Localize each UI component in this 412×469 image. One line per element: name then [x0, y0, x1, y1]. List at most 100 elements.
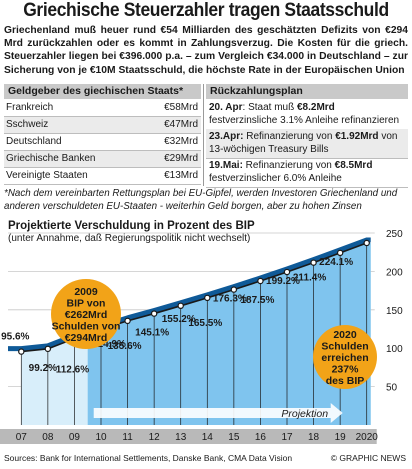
creditor-amount: €29Mrd	[164, 153, 198, 164]
x-tick-label: 2020	[356, 432, 379, 443]
x-tick-label: 19	[335, 432, 347, 443]
y-tick-label: 100	[386, 344, 403, 355]
credit-text: © GRAPHIC NEWS	[330, 453, 406, 463]
band-line	[8, 237, 371, 352]
repayment-amount: €8.5Mrd	[334, 160, 373, 171]
repayment-row: 19.Mai: Refinanzierung von €8.5Mrd festv…	[206, 158, 408, 188]
projection-fill	[87, 242, 371, 425]
creditor-name: Sschweiz	[6, 119, 49, 130]
data-label: 135.6%	[108, 341, 142, 352]
x-tick-label: 10	[95, 432, 107, 443]
repayment-row: 23.Apr: Refinanzierung von €1.92Mrd von …	[206, 129, 408, 159]
repayment-text1: Refinanzierung von	[243, 131, 336, 142]
data-point	[230, 286, 238, 293]
creditor-name: Deutschland	[6, 136, 62, 147]
data-point	[18, 348, 25, 355]
y-tick-label: 50	[386, 383, 398, 394]
data-label: 187.5%	[240, 295, 274, 306]
debt-chart: 50 100 150 200 250 95.6% 99.2%112.6% 124.9%135.…	[0, 229, 403, 444]
callout-2009-line: €262Mrd	[65, 309, 108, 321]
repayment-text2: festverzinsliche 3.1% Anleihe refinanzie…	[209, 114, 400, 126]
data-point	[150, 310, 158, 317]
callout-2020-line: des BIP	[326, 375, 365, 387]
source-text: Sources: Bank for International Settleme…	[4, 453, 293, 463]
creditor-amount: €58Mrd	[164, 102, 198, 113]
data-label: 124.9%	[92, 339, 126, 350]
y-tick-label: 200	[386, 267, 403, 278]
projection-arrow	[93, 403, 343, 423]
y-tick-label: 150	[386, 306, 403, 317]
creditor-name: Frankreich	[6, 102, 54, 113]
callout-2009-circle	[51, 279, 121, 349]
x-tick-label: 13	[175, 432, 187, 443]
repayment-date: 20. Apr	[209, 102, 243, 113]
x-tick-label: 18	[308, 432, 320, 443]
data-point	[310, 259, 317, 266]
data-label: 176.3%	[213, 294, 247, 305]
y-tick-label: 250	[386, 229, 403, 240]
page-title: Griechische Steuerzahler tragen Staatssc…	[23, 0, 389, 21]
creditor-amount: €32Mrd	[164, 136, 198, 147]
data-label: 165.5%	[188, 318, 222, 329]
x-tick-label: 09	[69, 432, 81, 443]
repayment-amount: €8.2Mrd	[297, 102, 335, 113]
data-label: 224.1%	[319, 257, 353, 268]
data-label: 199.2%	[266, 276, 300, 287]
callout-2009-line: €294Mrd	[65, 332, 108, 344]
repayment-row: 20. Apr: Staat muß €8.2Mrd festverzinsli…	[206, 100, 408, 130]
x-axis-band	[0, 429, 377, 444]
repayment-text2: von 13-wöchigen Treasury Bills	[209, 131, 398, 155]
data-label: 155.2%	[162, 314, 196, 325]
chart-subtitle: (unter Annahme, daß Regierungspolitik ni…	[8, 233, 251, 244]
data-point	[124, 317, 131, 325]
x-tick-label: 12	[149, 432, 161, 443]
footnote: *Nach dem vereinbarten Rettungsplan bei …	[4, 188, 398, 212]
creditors-header: Geldgeber des giechischen Staats*	[4, 84, 201, 99]
creditor-name: Vereinigte Staaten	[6, 170, 88, 181]
data-point	[257, 277, 264, 285]
callout-2020-line: Schulden	[321, 341, 368, 353]
data-label: 95.6%	[1, 332, 29, 343]
intro-text: Griechenland muß heuer rund €54 Milliard…	[4, 25, 408, 76]
callout-2009-line: BIP von	[67, 298, 106, 310]
repayment-header: Rückzahlungsplan	[206, 84, 408, 99]
creditor-row: Griechische Banken €29Mrd	[4, 151, 201, 168]
x-tick-label: 17	[281, 432, 293, 443]
repayment-date: 19.Mai:	[209, 160, 243, 171]
creditor-row: Frankreich €58Mrd	[4, 100, 201, 117]
callout-2020-line: 237%	[332, 364, 360, 376]
repayment-text1: Refinanzierung von	[242, 160, 335, 171]
repayment-amount: €1.92Mrd	[335, 131, 379, 142]
callout-2020-line: erreichen	[321, 352, 368, 364]
repayment-text1: : Staat muß	[242, 102, 297, 113]
callout-2009-line: 2009	[74, 286, 98, 298]
x-tick-label: 14	[202, 432, 214, 443]
x-tick-label: 07	[16, 432, 28, 443]
data-point	[204, 294, 211, 302]
creditor-amount: €13Mrd	[164, 170, 198, 181]
x-tick-label: 08	[42, 432, 54, 443]
repayment-date: 23.Apr:	[209, 131, 244, 142]
callout-2020-line: 2020	[333, 329, 357, 341]
projection-label: Projektion	[281, 408, 328, 420]
data-point	[177, 302, 184, 310]
x-tick-label: 15	[228, 432, 240, 443]
callout-2009-line: Schulden von	[52, 321, 121, 333]
creditor-amount: €47Mrd	[164, 119, 198, 130]
creditor-name: Griechische Banken	[6, 153, 96, 164]
data-label: 145.1%	[135, 328, 169, 339]
chart-title: Projektierte Verschuldung in Prozent des…	[8, 220, 255, 232]
creditor-row: Vereinigte Staaten €13Mrd	[4, 168, 201, 185]
table-divider	[203, 84, 204, 186]
x-tick-label: 16	[255, 432, 267, 443]
data-point	[363, 239, 370, 247]
creditor-row: Deutschland €32Mrd	[4, 134, 201, 151]
data-point	[44, 345, 52, 353]
callout-2020-circle	[313, 325, 377, 389]
creditor-row: Sschweiz €47Mrd	[4, 117, 201, 134]
repayment-text2: festverzinslicher 6.0% Anleihe	[209, 172, 342, 184]
data-label: 99.2%	[29, 363, 57, 374]
data-label: 112.6%	[56, 365, 89, 376]
x-tick-label: 11	[122, 432, 133, 443]
data-point	[283, 268, 291, 276]
